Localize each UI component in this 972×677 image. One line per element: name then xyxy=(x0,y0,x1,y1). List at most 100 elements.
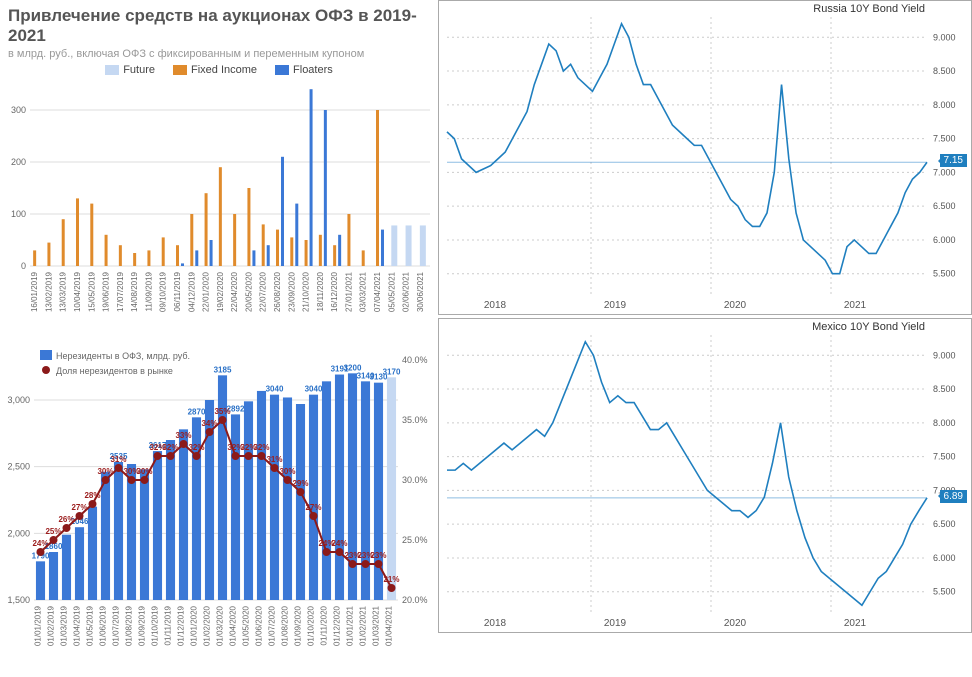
svg-text:01/01/2020: 01/01/2020 xyxy=(190,605,199,646)
svg-text:31%: 31% xyxy=(266,455,282,464)
svg-text:26/08/2020: 26/08/2020 xyxy=(273,271,282,312)
svg-text:02/06/2021: 02/06/2021 xyxy=(402,271,411,312)
svg-text:27/01/2021: 27/01/2021 xyxy=(344,271,353,312)
svg-text:25%: 25% xyxy=(45,527,61,536)
svg-text:9.000: 9.000 xyxy=(933,350,956,360)
svg-text:30%: 30% xyxy=(279,467,295,476)
page-root: Привлечение средств на аукционах ОФЗ в 2… xyxy=(0,0,972,633)
svg-text:01/08/2020: 01/08/2020 xyxy=(281,605,290,646)
svg-text:01/01/2021: 01/01/2021 xyxy=(346,605,355,646)
svg-text:300: 300 xyxy=(11,105,26,115)
svg-text:06/11/2019: 06/11/2019 xyxy=(173,271,182,311)
svg-text:01/09/2020: 01/09/2020 xyxy=(294,605,303,646)
svg-text:2018: 2018 xyxy=(484,300,507,311)
svg-text:01/05/2019: 01/05/2019 xyxy=(86,605,95,646)
svg-text:07/04/2021: 07/04/2021 xyxy=(373,271,382,312)
svg-text:01/08/2019: 01/08/2019 xyxy=(125,605,134,646)
svg-text:20/05/2020: 20/05/2020 xyxy=(244,271,253,312)
svg-text:2018: 2018 xyxy=(484,618,507,629)
right-column: 5.5006.0006.5007.0007.5008.0008.5009.000… xyxy=(438,0,972,633)
svg-text:11/09/2019: 11/09/2019 xyxy=(144,271,153,311)
svg-text:01/10/2020: 01/10/2020 xyxy=(307,605,316,646)
svg-text:01/07/2020: 01/07/2020 xyxy=(268,605,277,646)
svg-text:5.500: 5.500 xyxy=(933,587,956,597)
svg-text:8.500: 8.500 xyxy=(933,384,956,394)
svg-text:01/03/2021: 01/03/2021 xyxy=(372,605,381,646)
svg-text:15/05/2019: 15/05/2019 xyxy=(87,271,96,312)
top-legend: Future Fixed Income Floaters xyxy=(0,64,438,76)
page-title: Привлечение средств на аукционах ОФЗ в 2… xyxy=(8,6,438,46)
svg-text:30/06/2021: 30/06/2021 xyxy=(416,271,425,312)
russia-yield-badge: 7.15 xyxy=(940,154,967,167)
legend-future: Future xyxy=(105,64,155,76)
svg-text:22/07/2020: 22/07/2020 xyxy=(259,271,268,312)
svg-text:04/12/2019: 04/12/2019 xyxy=(187,271,196,312)
svg-text:01/06/2020: 01/06/2020 xyxy=(255,605,264,646)
svg-text:22/01/2020: 22/01/2020 xyxy=(202,271,211,312)
svg-text:23%: 23% xyxy=(370,551,386,560)
svg-text:7.500: 7.500 xyxy=(933,452,956,462)
svg-text:27%: 27% xyxy=(71,503,87,512)
svg-text:29%: 29% xyxy=(292,479,308,488)
svg-text:09/10/2019: 09/10/2019 xyxy=(159,271,168,312)
bottom-chart-svg: Нерезиденты в ОФЗ, млрд. руб.Доля нерези… xyxy=(0,344,438,674)
svg-text:35.0%: 35.0% xyxy=(402,415,428,425)
mexico-yield-panel: 5.5006.0006.5007.0007.5008.0008.5009.000… xyxy=(438,318,972,633)
svg-text:27%: 27% xyxy=(305,503,321,512)
svg-text:2019: 2019 xyxy=(604,300,627,311)
svg-text:16/12/2020: 16/12/2020 xyxy=(330,271,339,312)
svg-text:01/11/2020: 01/11/2020 xyxy=(320,605,329,645)
svg-text:2021: 2021 xyxy=(844,618,867,629)
svg-text:2021: 2021 xyxy=(844,300,867,311)
mexico-yield-svg: 5.5006.0006.5007.0007.5008.0008.5009.000… xyxy=(439,319,971,632)
svg-text:0: 0 xyxy=(21,261,26,271)
svg-text:03/03/2021: 03/03/2021 xyxy=(359,271,368,312)
svg-text:5.500: 5.500 xyxy=(933,269,956,279)
svg-text:20.0%: 20.0% xyxy=(402,595,428,605)
bottom-combo-chart: Нерезиденты в ОФЗ, млрд. руб.Доля нерези… xyxy=(0,344,438,674)
svg-text:6.000: 6.000 xyxy=(933,235,956,245)
svg-text:3040: 3040 xyxy=(266,385,284,394)
svg-text:32%: 32% xyxy=(253,443,269,452)
svg-text:01/11/2019: 01/11/2019 xyxy=(164,605,173,645)
svg-text:01/01/2019: 01/01/2019 xyxy=(34,605,43,646)
svg-text:34%: 34% xyxy=(201,419,217,428)
svg-text:13/02/2019: 13/02/2019 xyxy=(44,271,53,312)
svg-text:2,500: 2,500 xyxy=(7,462,30,472)
svg-text:01/04/2020: 01/04/2020 xyxy=(229,605,238,646)
svg-text:25.0%: 25.0% xyxy=(402,535,428,545)
top-chart-svg: 010020030016/01/201913/02/201913/03/2019… xyxy=(0,80,438,340)
svg-text:21%: 21% xyxy=(383,575,399,584)
svg-text:8.000: 8.000 xyxy=(933,100,956,110)
russia-yield-svg: 5.5006.0006.5007.0007.5008.0008.5009.000… xyxy=(439,1,971,314)
svg-text:01/06/2019: 01/06/2019 xyxy=(99,605,108,646)
svg-text:1,500: 1,500 xyxy=(7,595,30,605)
page-subtitle: в млрд. руб., включая ОФЗ с фиксированны… xyxy=(8,48,438,60)
svg-text:8.500: 8.500 xyxy=(933,66,956,76)
svg-text:05/05/2021: 05/05/2021 xyxy=(387,271,396,312)
svg-text:7.000: 7.000 xyxy=(933,167,956,177)
svg-text:01/04/2019: 01/04/2019 xyxy=(73,605,82,646)
svg-text:2020: 2020 xyxy=(724,618,747,629)
svg-text:200: 200 xyxy=(11,157,26,167)
svg-text:23/09/2020: 23/09/2020 xyxy=(287,271,296,312)
svg-text:32%: 32% xyxy=(188,443,204,452)
svg-text:21/10/2020: 21/10/2020 xyxy=(302,271,311,312)
svg-text:26%: 26% xyxy=(58,515,74,524)
svg-text:01/10/2019: 01/10/2019 xyxy=(151,605,160,646)
svg-text:32%: 32% xyxy=(162,443,178,452)
legend-fixed: Fixed Income xyxy=(173,64,257,76)
svg-text:01/12/2020: 01/12/2020 xyxy=(333,605,342,646)
svg-text:40.0%: 40.0% xyxy=(402,355,428,365)
svg-text:7.500: 7.500 xyxy=(933,134,956,144)
svg-text:01/02/2019: 01/02/2019 xyxy=(47,605,56,646)
svg-text:19/06/2019: 19/06/2019 xyxy=(102,271,111,312)
svg-text:2870: 2870 xyxy=(188,407,206,416)
svg-text:3040: 3040 xyxy=(305,385,323,394)
left-column: Привлечение средств на аукционах ОФЗ в 2… xyxy=(0,0,438,633)
svg-text:22/04/2020: 22/04/2020 xyxy=(230,271,239,312)
svg-text:17/07/2019: 17/07/2019 xyxy=(116,271,125,312)
svg-text:2,000: 2,000 xyxy=(7,528,30,538)
svg-text:Доля нерезидентов в рынке: Доля нерезидентов в рынке xyxy=(56,366,173,376)
svg-text:01/03/2020: 01/03/2020 xyxy=(216,605,225,646)
